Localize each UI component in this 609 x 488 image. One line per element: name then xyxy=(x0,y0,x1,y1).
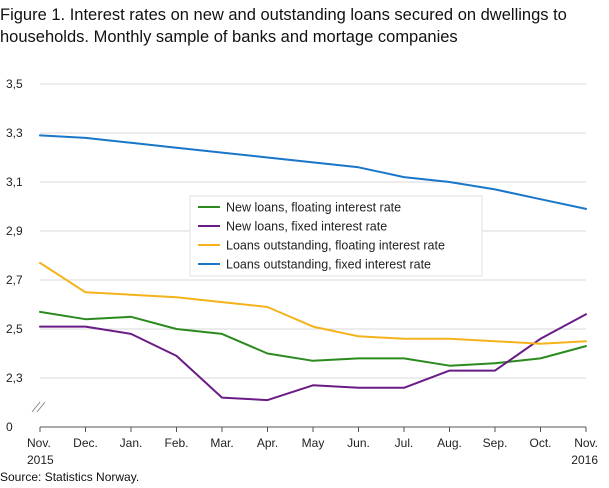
x-tick-label: Apr. xyxy=(257,436,278,450)
legend-label: New loans, floating interest rate xyxy=(226,201,401,215)
legend-label: Loans outstanding, fixed interest rate xyxy=(226,258,431,272)
series-lines xyxy=(39,134,587,402)
gridlines xyxy=(40,83,586,379)
y-tick-label: 2,5 xyxy=(6,322,23,336)
legend-label: Loans outstanding, floating interest rat… xyxy=(226,239,445,253)
axis-break-mark xyxy=(36,401,46,413)
y-tick-label: 3,3 xyxy=(6,126,23,140)
axis-break-mark xyxy=(31,401,41,413)
y-tick-label: 2,3 xyxy=(6,371,23,385)
x-tick-label: Nov. xyxy=(27,436,51,450)
x-tick-label: Aug. xyxy=(437,436,462,450)
x-year-label: 2016 xyxy=(571,453,598,467)
x-tick-label: Sep. xyxy=(483,436,508,450)
x-tick-label: Nov. xyxy=(574,436,598,450)
x-tick-label: Jun. xyxy=(347,436,370,450)
y-tick-label: 2,7 xyxy=(6,273,23,287)
source-note: Source: Statistics Norway. xyxy=(0,470,140,484)
x-tick-label: Jan. xyxy=(120,436,143,450)
y-axis-ticks: 0 2,3 2,5 2,7 2,9 3,1 3,3 3,5 xyxy=(6,77,23,434)
series-line xyxy=(39,261,587,345)
x-axis-ticks: Nov. 2015 Dec. Jan. Feb. Mar. Apr. May Jun. Jul. A… xyxy=(27,427,598,467)
axes xyxy=(31,401,586,428)
x-tick-label: May xyxy=(302,436,325,450)
y-tick-label: 2,9 xyxy=(6,224,23,238)
y-tick-label: 3,5 xyxy=(6,77,23,91)
legend-label: New loans, fixed interest rate xyxy=(226,220,387,234)
line-chart: 0 2,3 2,5 2,7 2,9 3,1 3,3 3,5 Nov. 2015 Dec. Jan. F… xyxy=(6,77,598,467)
x-tick-label: Feb. xyxy=(164,436,188,450)
x-tick-label: Mar. xyxy=(210,436,233,450)
series-line xyxy=(39,310,587,367)
y-tick-label: 0 xyxy=(6,420,13,434)
chart-title: Figure 1. Interest rates on new and outs… xyxy=(0,6,567,46)
series-line xyxy=(39,134,587,210)
legend: New loans, floating interest rate New loa… xyxy=(189,195,483,277)
x-year-label: 2015 xyxy=(27,453,54,467)
x-tick-label: Oct. xyxy=(529,436,551,450)
x-tick-label: Dec. xyxy=(73,436,98,450)
legend-box xyxy=(189,195,483,277)
y-tick-label: 3,1 xyxy=(6,175,23,189)
series-line xyxy=(39,313,587,402)
x-tick-label: Jul. xyxy=(395,436,414,450)
